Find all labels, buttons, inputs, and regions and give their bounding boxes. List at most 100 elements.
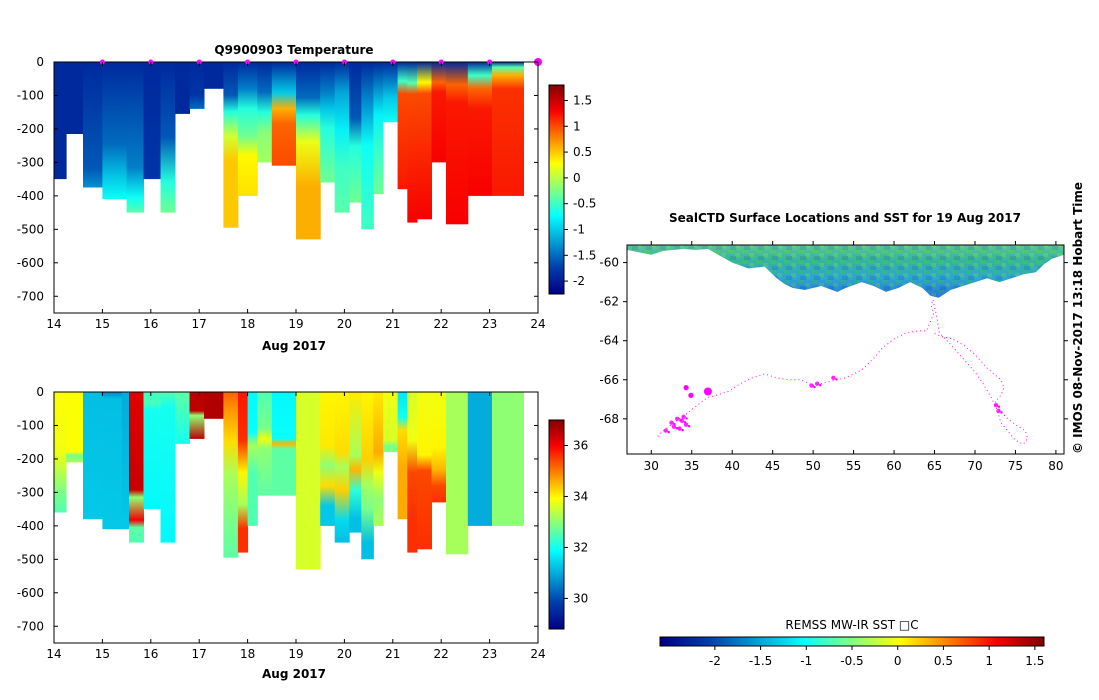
map-x-tick-label: 55 (846, 459, 861, 473)
profile-column (175, 392, 190, 444)
x-tick-label: 18 (240, 317, 255, 331)
y-tick-label: -100 (17, 418, 44, 432)
colorbar-tick-label: -0.5 (573, 197, 596, 211)
profile-column (160, 62, 176, 213)
map-x-tick-label: 65 (927, 459, 942, 473)
colorbar-tick-label: -2 (573, 274, 585, 288)
surface-cluster-point (669, 420, 674, 425)
profile-column (223, 392, 239, 558)
profile-column (467, 62, 493, 196)
profile-column (492, 392, 524, 526)
profile-column (223, 62, 239, 228)
profile-column (492, 62, 524, 196)
surface-cluster-point (685, 417, 688, 420)
profile-column (160, 392, 176, 543)
profile-column (204, 62, 224, 89)
x-tick-label: 21 (385, 317, 400, 331)
temperature-axes: 14 15 16 17 18 19 20 21 22 23 24 0 -100 -200 -300 -400 -… (17, 55, 546, 331)
x-tick-label: 20 (337, 647, 352, 661)
x-tick-label: 15 (95, 647, 110, 661)
profile-column (417, 392, 432, 550)
profile-column (189, 62, 205, 109)
x-tick-label: 22 (434, 647, 449, 661)
y-tick-label: -700 (17, 289, 44, 303)
x-tick-label: 23 (482, 317, 497, 331)
profile-column (431, 62, 447, 163)
sst-colorbar-ticks: -2 -1.5 -1 -0.5 0 0.5 1 1.5 (709, 646, 1044, 668)
surface-cluster-point (809, 383, 814, 388)
profile-column (129, 392, 144, 543)
y-tick-label: -600 (17, 586, 44, 600)
surface-cluster-point (1000, 411, 1003, 414)
map-x-tick-label: 30 (644, 459, 659, 473)
colorbar-tick-label: 1.5 (573, 93, 592, 107)
surface-cluster-point (663, 428, 668, 433)
surface-cluster-point (681, 428, 684, 432)
sst-band-texture (627, 245, 1064, 298)
salinity-cells (54, 392, 524, 570)
profile-column (467, 392, 493, 526)
imos-credit: © IMOS 08-Nov-2017 13:18 Hobart Time (1071, 182, 1085, 454)
temperature-cells (54, 62, 524, 240)
profile-column (204, 392, 224, 419)
y-tick-label: -500 (17, 222, 44, 236)
profile-column (189, 392, 205, 439)
x-tick-label: 16 (143, 317, 158, 331)
map-x-tick-label: 70 (967, 459, 982, 473)
profile-column (373, 392, 384, 526)
sst-colorbar-tick-label: 1 (985, 654, 993, 668)
x-tick-label: 24 (530, 647, 545, 661)
temperature-panel: Q9900903 Temperature 14 15 16 17 18 19 20 21 22 2… (17, 43, 597, 353)
x-tick-label: 24 (530, 317, 545, 331)
profile-column (237, 392, 249, 553)
profile-column (349, 62, 362, 203)
temperature-colorbar-ticks: 1.5 1 0.5 0 -0.5 -1 -1.5 -2 (564, 93, 596, 288)
map-y-tick-label: -68 (599, 412, 619, 426)
y-tick-label: -300 (17, 155, 44, 169)
x-tick-label: 21 (385, 647, 400, 661)
colorbar-tick-label: 36 (573, 438, 588, 452)
surface-cluster-point (813, 385, 816, 389)
x-tick-label: 17 (192, 317, 207, 331)
x-tick-label: 14 (46, 647, 61, 661)
y-tick-label: 0 (36, 385, 44, 399)
map-y-tick-label: -60 (599, 256, 619, 270)
colorbar-tick-label: 1 (573, 119, 581, 133)
surface-cluster-point (819, 384, 822, 387)
map-x-tick-label: 80 (1048, 459, 1063, 473)
profile-column (271, 392, 297, 496)
surface-cluster-point (671, 424, 677, 429)
x-tick-label: 14 (46, 317, 61, 331)
y-tick-label: -200 (17, 452, 44, 466)
temperature-title: Q9900903 Temperature (214, 43, 373, 57)
surface-location-clusters (663, 375, 1003, 434)
salinity-panel: 14 15 16 17 18 19 20 21 22 23 24 0 -100 -200 -300 -400 -… (17, 385, 589, 681)
profile-column (417, 62, 432, 220)
surface-cluster-point (835, 378, 838, 381)
map-panel: SealCTD Surface Locations and SST for 19… (599, 211, 1068, 668)
profile-column (361, 62, 374, 230)
profile-column (237, 62, 258, 196)
surface-cluster-point (997, 405, 1001, 408)
surface-cluster-point (667, 430, 670, 434)
map-x-tick-label: 75 (1008, 459, 1023, 473)
x-tick-label: 19 (288, 317, 303, 331)
surface-cluster-point (996, 408, 1001, 414)
surface-highlight-point (703, 387, 712, 396)
salinity-xlabel: Aug 2017 (262, 667, 326, 681)
profile-column (247, 392, 258, 526)
profile-column (83, 392, 103, 520)
profile-column (257, 62, 273, 163)
surface-cluster-point (675, 416, 680, 421)
x-tick-label: 16 (143, 647, 158, 661)
profile-column (431, 392, 447, 503)
profile-column (446, 392, 469, 555)
y-tick-label: 0 (36, 55, 44, 69)
profile-column (143, 62, 161, 180)
y-tick-label: -200 (17, 122, 44, 136)
profile-column (446, 62, 469, 225)
y-tick-label: -500 (17, 552, 44, 566)
profile-column (102, 62, 128, 200)
surface-cluster-point (993, 403, 999, 408)
map-axes: 30 35 40 45 50 55 60 65 70 75 80 -60 -62 -64 -66 -68 (599, 241, 1068, 473)
